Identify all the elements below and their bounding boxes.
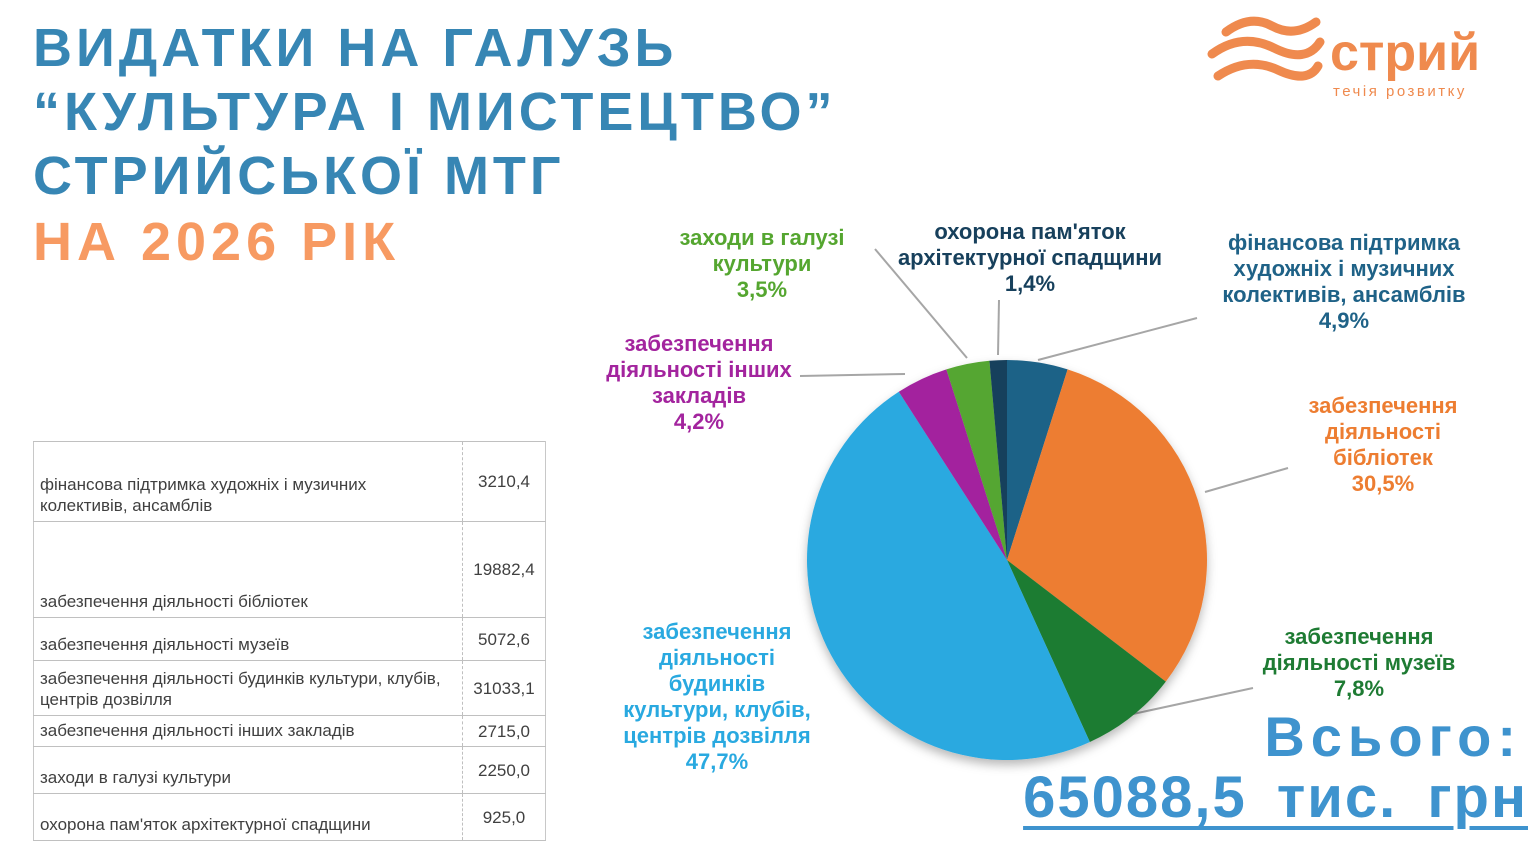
row-value: 19882,4 xyxy=(462,521,546,618)
row-value: 2250,0 xyxy=(462,746,546,794)
pie-label-percent: 1,4% xyxy=(1004,271,1056,296)
row-value: 3210,4 xyxy=(462,441,546,522)
table-row: заходи в галузі культури 2250,0 xyxy=(33,746,546,794)
table-row: забезпечення діяльності інших закладів 27… xyxy=(33,715,546,747)
logo-tagline: течія розвитку xyxy=(1333,83,1467,100)
pie-label-finansova-pidtrymka: фінансова підтримка художніх і музичних … xyxy=(1198,230,1490,334)
pie-slice-2 xyxy=(1007,560,1166,743)
title-block: ВИДАТКИ НА ГАЛУЗЬ “КУЛЬТУРА І МИСТЕЦТВО”… xyxy=(33,16,836,274)
row-label: забезпечення діяльності бібліотек xyxy=(33,521,463,618)
pie-label-zahody: заходи в галузі культури 3,5% xyxy=(643,225,881,303)
pie-label-percent: 3,5% xyxy=(736,277,788,302)
table-row: охорона пам'яток архітектурної спадщини 9… xyxy=(33,793,546,841)
row-label: фінансова підтримка художніх і музичних … xyxy=(33,441,463,522)
leader-line-zahody xyxy=(874,248,968,359)
pie-label-inshi-zaklady: забезпечення діяльності інших закладів 4… xyxy=(588,331,810,435)
pie-slice-6 xyxy=(989,360,1007,560)
total-label: Всього: xyxy=(1264,705,1522,768)
leader-line-finansova xyxy=(1037,317,1198,361)
waves-icon xyxy=(1207,16,1325,81)
row-label: забезпечення діяльності інших закладів xyxy=(33,715,463,747)
pie-label-text: заходи в галузі культури xyxy=(679,225,845,276)
table-row: забезпечення діяльності будинків культур… xyxy=(33,660,546,716)
row-label: охорона пам'яток архітектурної спадщини xyxy=(33,793,463,841)
pie-label-budynky-kultury: забезпечення діяльності будинків культур… xyxy=(593,619,841,775)
table-row: фінансова підтримка художніх і музичних … xyxy=(33,441,546,522)
row-value: 2715,0 xyxy=(462,715,546,747)
pie-slice-1 xyxy=(1007,369,1208,682)
pie-label-ohorona-pamyatok: охорона пам'яток архітектурної спадщини … xyxy=(876,219,1184,297)
pie-label-text: охорона пам'яток архітектурної спадщини xyxy=(897,219,1163,270)
total-value: 65088,5 тис. грн xyxy=(1023,765,1528,830)
row-label: забезпечення діяльності будинків культур… xyxy=(33,660,463,716)
stryi-logo: стрий течія розвитку xyxy=(1207,16,1480,100)
row-value: 925,0 xyxy=(462,793,546,841)
page-title-line-3: СТРИЙСЬКОЇ МТГ xyxy=(33,146,565,206)
row-label: забезпечення діяльності музеїв xyxy=(33,617,463,661)
pie-slice-3 xyxy=(807,391,1090,760)
leader-line-inshi xyxy=(799,373,906,377)
pie-label-biblioteky: забезпечення діяльності бібліотек 30,5% xyxy=(1283,393,1483,497)
pie-label-text: забезпечення діяльності музеїв xyxy=(1262,624,1456,675)
pie-slice-0 xyxy=(1007,360,1068,560)
pie-slice-4 xyxy=(898,369,1007,560)
pie-label-percent: 47,7% xyxy=(685,749,749,774)
row-label: заходи в галузі культури xyxy=(33,746,463,794)
pie-label-text: забезпечення діяльності інших закладів xyxy=(606,331,792,408)
page-title-line-2: “КУЛЬТУРА І МИСТЕЦТВО” xyxy=(33,82,837,142)
pie-label-percent: 4,9% xyxy=(1318,308,1370,333)
table-row: забезпечення діяльності бібліотек 19882,4 xyxy=(33,521,546,618)
pie-slices xyxy=(807,360,1208,760)
pie-label-text: забезпечення діяльності бібліотек xyxy=(1308,393,1458,470)
leader-lines xyxy=(799,248,1289,715)
leader-line-biblioteky xyxy=(1204,467,1289,493)
pie-label-text: забезпечення діяльності будинків культур… xyxy=(623,619,811,748)
pie-label-percent: 30,5% xyxy=(1351,471,1415,496)
leader-line-muzei xyxy=(1132,687,1254,715)
page-subtitle: НА 2026 РІК xyxy=(33,212,401,272)
pie-label-text: фінансова підтримка художніх і музичних … xyxy=(1222,230,1466,307)
pie-label-percent: 4,2% xyxy=(673,409,725,434)
leader-line-ohorona xyxy=(997,299,1000,356)
pie-label-percent: 7,8% xyxy=(1333,676,1385,701)
table-row: забезпечення діяльності музеїв 5072,6 xyxy=(33,617,546,661)
pie-label-muzei: забезпечення діяльності музеїв 7,8% xyxy=(1243,624,1475,702)
page-title-line-1: ВИДАТКИ НА ГАЛУЗЬ xyxy=(33,18,678,78)
budget-table: фінансова підтримка художніх і музичних … xyxy=(33,441,546,841)
logo-wordmark: стрий xyxy=(1330,24,1480,82)
row-value: 5072,6 xyxy=(462,617,546,661)
pie-slice-5 xyxy=(946,360,1007,560)
